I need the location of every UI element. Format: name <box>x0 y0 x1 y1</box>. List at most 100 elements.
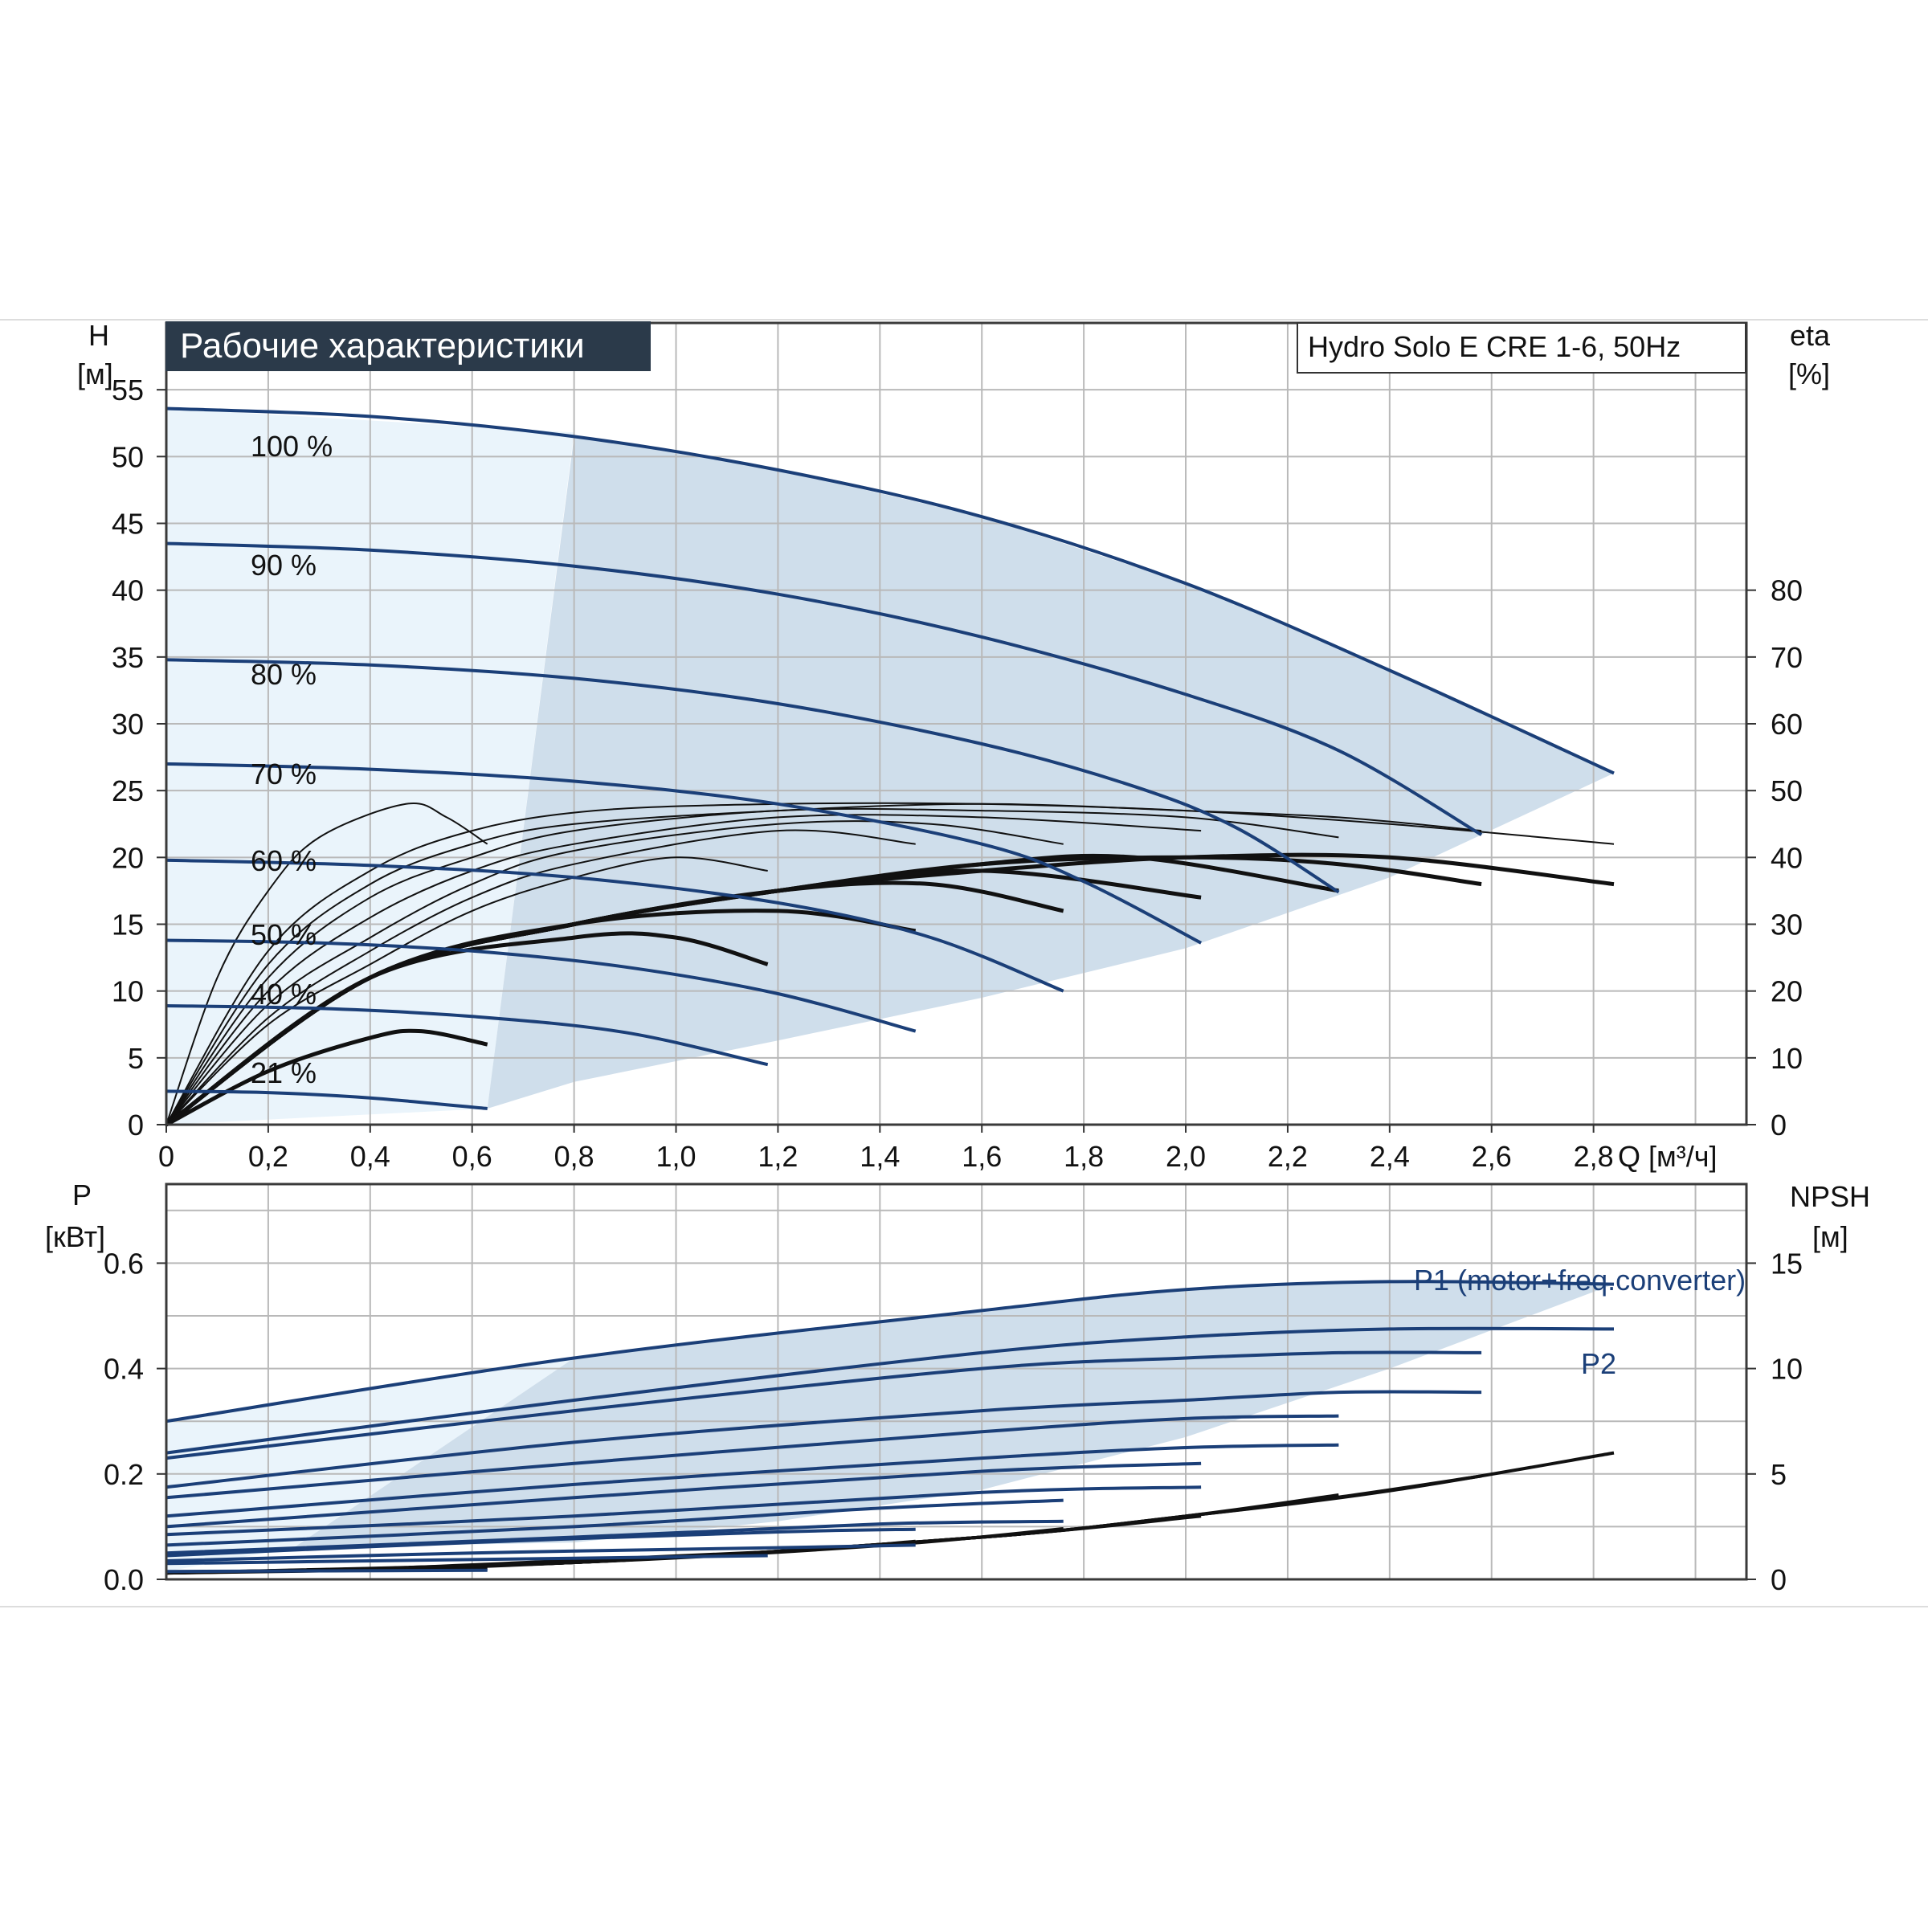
npsh-tick-label: 0 <box>1771 1563 1787 1596</box>
model-label: Hydro Solo E CRE 1-6, 50Hz <box>1308 330 1681 363</box>
speed-label-50: 50 % <box>251 918 317 951</box>
region-main <box>487 436 1615 1109</box>
p-tick-label: 0.4 <box>104 1353 144 1386</box>
y-axis-label: H <box>88 319 109 352</box>
y-tick-label: 35 <box>112 641 144 674</box>
x-tick-label: 2,2 <box>1268 1140 1308 1173</box>
x-tick-label: 2,6 <box>1472 1140 1512 1173</box>
title-box <box>165 321 651 371</box>
power-curve-4 <box>165 1414 1339 1500</box>
speed-label-60: 60 % <box>251 844 317 877</box>
p-axis-unit: [кВт] <box>45 1220 105 1253</box>
x-tick-label: 0 <box>158 1140 174 1173</box>
x-axis-label: Q [м³/ч] <box>1618 1140 1718 1173</box>
speed-label-21: 21 % <box>251 1056 317 1089</box>
y-tick-label: 20 <box>112 841 144 874</box>
power-curve-5 <box>165 1443 1339 1518</box>
y2-tick-label: 20 <box>1771 975 1803 1008</box>
head-curve-90 <box>165 541 1483 836</box>
y2-tick-label: 0 <box>1771 1109 1787 1142</box>
y-tick-label: 30 <box>112 708 144 741</box>
efficiency-bold-curve-6 <box>165 931 769 1127</box>
head-curve-60 <box>165 858 1064 993</box>
top-operating-regions <box>166 408 1615 1125</box>
power-curve-11 <box>165 1543 916 1562</box>
efficiency-curve-4 <box>165 820 1064 1125</box>
npsh-tick-label: 15 <box>1771 1247 1803 1280</box>
y-tick-label: 55 <box>112 374 144 406</box>
x-tick-label: 1,2 <box>758 1140 798 1173</box>
y-tick-label: 40 <box>112 574 144 607</box>
top-axes: 0 0,2 0,4 0,6 0,8 1,0 1,2 1,4 1,6 1,8 2,0 2,2 2,4 2,6… <box>112 321 1803 1173</box>
x-tick-label: 1,6 <box>962 1140 1002 1173</box>
speed-labels: 100 % 90 % 80 % 70 % 60 % 50 % 40 % 21 % <box>251 430 333 1089</box>
x-tick-label: 0,6 <box>452 1140 492 1173</box>
x-tick-label: 2,4 <box>1370 1140 1410 1173</box>
y-tick-label: 0 <box>128 1109 144 1142</box>
efficiency-curve-5 <box>165 829 916 1125</box>
speed-label-70: 70 % <box>251 758 317 790</box>
y2-tick-label: 30 <box>1771 909 1803 941</box>
efficiency-curve-0 <box>165 802 1615 1125</box>
npsh-tick-label: 10 <box>1771 1353 1803 1386</box>
x-tick-label: 2,8 <box>1574 1140 1614 1173</box>
x-tick-label: 0,4 <box>350 1140 390 1173</box>
efficiency-curve-6 <box>165 856 768 1125</box>
power-curve-9 <box>165 1519 1064 1555</box>
x-tick-label: 1,0 <box>656 1140 696 1173</box>
efficiency-curve-3 <box>165 814 1202 1125</box>
y2-tick-label: 50 <box>1771 774 1803 807</box>
bottom-frame <box>165 1182 1748 1581</box>
power-curve-1 <box>165 1326 1615 1455</box>
power-curve-0 <box>165 1280 1615 1423</box>
head-curve-40 <box>165 1004 769 1067</box>
y-tick-label: 25 <box>112 774 144 807</box>
x-tick-label: 0,8 <box>554 1140 594 1173</box>
y2-tick-label: 70 <box>1771 641 1803 674</box>
npsh-axis-unit: [м] <box>1812 1220 1848 1253</box>
efficiency-curve-7 <box>165 802 488 1125</box>
head-curve-70 <box>165 762 1203 945</box>
power-curve-3 <box>165 1390 1482 1489</box>
y2-tick-label: 60 <box>1771 708 1803 741</box>
speed-label-90: 90 % <box>251 549 317 582</box>
y-tick-label: 5 <box>128 1042 144 1075</box>
x-tick-label: 1,4 <box>860 1140 900 1173</box>
npsh-tick-label: 5 <box>1771 1458 1787 1491</box>
x-tick-label: 1,8 <box>1064 1140 1104 1173</box>
y2-tick-label: 80 <box>1771 574 1803 607</box>
p-tick-label: 0.0 <box>104 1563 144 1596</box>
y2-axis-label: eta <box>1790 319 1831 352</box>
speed-label-40: 40 % <box>251 978 317 1011</box>
efficiency-curve-2 <box>165 807 1339 1125</box>
power-curve-8 <box>165 1498 1064 1547</box>
bottom-region-main <box>293 1281 1615 1548</box>
y-tick-label: 45 <box>112 508 144 541</box>
power-curve-12 <box>165 1554 768 1566</box>
y2-axis-unit: [%] <box>1788 357 1830 390</box>
legend-p2: P2 <box>1581 1347 1616 1380</box>
p-axis-label: P <box>72 1178 92 1211</box>
p-tick-label: 0.6 <box>104 1247 144 1280</box>
head-curve-80 <box>165 658 1340 894</box>
power-curve-6 <box>165 1461 1202 1529</box>
bottom-curves <box>165 1280 1615 1575</box>
bottom-axes: 0.0 0.2 0.4 0.6 0 5 10 15 <box>104 1182 1803 1596</box>
legend-p1: P1 (motor+freq.converter) <box>1414 1264 1746 1297</box>
x-tick-label: 0,2 <box>248 1140 288 1173</box>
speed-label-100: 100 % <box>251 430 333 463</box>
power-curve-10 <box>165 1527 916 1558</box>
model-box <box>1297 322 1746 374</box>
y-tick-label: 15 <box>112 909 144 941</box>
top-curves <box>165 406 1615 1127</box>
chart-title: Рабочие характеристики <box>180 326 585 366</box>
head-curve-100 <box>165 406 1615 775</box>
head-curve-50 <box>165 938 917 1033</box>
x-tick-label: 2,0 <box>1166 1140 1206 1173</box>
head-curve-21 <box>165 1089 488 1110</box>
speed-label-80: 80 % <box>251 658 317 691</box>
y2-tick-label: 40 <box>1771 841 1803 874</box>
npsh-axis-label: NPSH <box>1790 1180 1870 1213</box>
